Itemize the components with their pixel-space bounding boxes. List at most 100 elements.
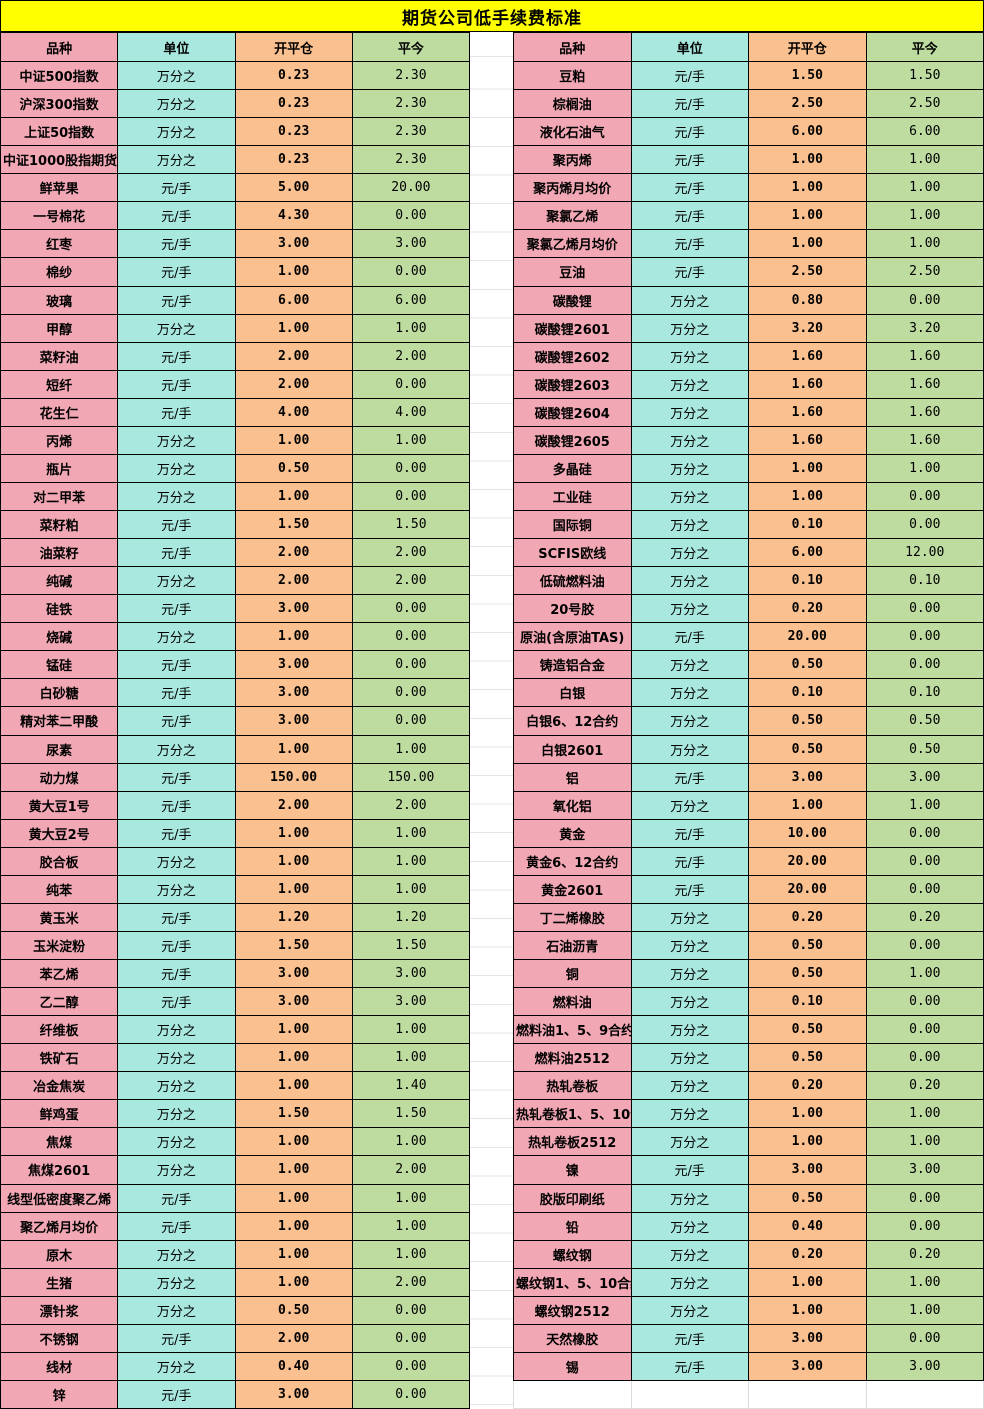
cell-unit[interactable]: 万分之 <box>630 1099 749 1129</box>
cell-variety[interactable]: 鲜苹果 <box>0 173 119 203</box>
cell-close-today[interactable]: 2.30 <box>351 60 471 91</box>
cell-variety[interactable]: 原木 <box>0 1239 119 1269</box>
cell-open-close[interactable]: 1.00 <box>234 818 353 848</box>
cell-close-today[interactable]: 2.00 <box>351 790 471 820</box>
cell-open-close[interactable]: 6.00 <box>234 285 353 315</box>
cell-variety[interactable]: 黄大豆1号 <box>0 790 119 820</box>
cell-open-close[interactable]: 20.00 <box>748 622 867 652</box>
cell-close-today[interactable]: 1.00 <box>865 229 984 259</box>
cell-close-today[interactable]: 3.00 <box>865 762 984 792</box>
cell-open-close[interactable]: 3.00 <box>748 1155 867 1185</box>
cell-unit[interactable]: 万分之 <box>630 538 749 568</box>
cell-unit[interactable]: 元/手 <box>117 958 236 989</box>
cell-unit[interactable]: 万分之 <box>630 987 749 1017</box>
cell-variety[interactable]: 纯碱 <box>0 566 119 596</box>
cell-open-close[interactable]: 0.50 <box>748 1183 867 1213</box>
cell-open-close[interactable]: 3.00 <box>234 706 353 736</box>
cell-unit[interactable]: 万分之 <box>117 1239 236 1269</box>
cell-unit[interactable]: 元/手 <box>117 987 236 1017</box>
cell-unit[interactable]: 万分之 <box>117 1015 236 1045</box>
cell-variety[interactable]: 玻璃 <box>0 285 119 315</box>
cell-unit[interactable]: 万分之 <box>117 481 236 512</box>
cell-open-close[interactable]: 2.50 <box>748 257 867 287</box>
cell-variety[interactable]: 碳酸锂2604 <box>513 397 632 427</box>
cell-variety[interactable]: 燃料油 <box>513 987 632 1017</box>
cell-unit[interactable]: 元/手 <box>117 902 236 932</box>
cell-unit[interactable]: 万分之 <box>630 425 749 455</box>
cell-open-close[interactable]: 1.20 <box>234 902 353 932</box>
cell-open-close[interactable]: 1.00 <box>234 1043 353 1073</box>
cell-open-close[interactable]: 6.00 <box>748 538 867 568</box>
cell-unit[interactable]: 万分之 <box>117 1071 236 1101</box>
cell-close-today[interactable]: 2.50 <box>865 257 984 287</box>
cell-variety[interactable]: 锌 <box>0 1379 119 1409</box>
cell-variety[interactable]: 黄玉米 <box>0 902 119 932</box>
cell-open-close[interactable]: 1.00 <box>234 257 353 287</box>
cell-unit[interactable]: 万分之 <box>117 60 236 91</box>
cell-unit[interactable]: 万分之 <box>117 1351 236 1381</box>
cell-variety[interactable]: 螺纹钢 <box>513 1239 632 1269</box>
cell-variety[interactable]: 热轧卷板1、5、10合约 <box>513 1099 632 1129</box>
cell-close-today[interactable]: 1.00 <box>865 958 984 989</box>
cell-close-today[interactable]: 2.30 <box>351 117 471 147</box>
cell-unit[interactable]: 元/手 <box>630 257 749 287</box>
cell-open-close[interactable]: 0.10 <box>748 678 867 708</box>
cell-close-today[interactable]: 0.00 <box>351 706 471 736</box>
cell-close-today[interactable]: 0.00 <box>351 650 471 680</box>
cell-variety[interactable]: 聚乙烯月均价 <box>0 1211 119 1241</box>
cell-variety[interactable]: 中证1000股指期货 <box>0 145 119 175</box>
cell-unit[interactable]: 万分之 <box>630 650 749 680</box>
cell-unit[interactable]: 万分之 <box>630 285 749 315</box>
empty-cell[interactable] <box>513 1379 632 1409</box>
cell-unit[interactable]: 元/手 <box>630 1155 749 1185</box>
cell-open-close[interactable]: 0.50 <box>234 1295 353 1325</box>
cell-open-close[interactable]: 1.00 <box>234 481 353 512</box>
cell-open-close[interactable]: 1.00 <box>748 481 867 512</box>
cell-close-today[interactable]: 1.00 <box>865 1099 984 1129</box>
cell-open-close[interactable]: 2.50 <box>748 89 867 119</box>
cell-close-today[interactable]: 0.00 <box>351 594 471 624</box>
cell-unit[interactable]: 万分之 <box>630 1239 749 1269</box>
cell-variety[interactable]: 菜籽粕 <box>0 509 119 540</box>
cell-close-today[interactable]: 2.00 <box>351 538 471 568</box>
cell-unit[interactable]: 元/手 <box>117 930 236 961</box>
cell-open-close[interactable]: 1.00 <box>234 874 353 904</box>
cell-unit[interactable]: 万分之 <box>117 1267 236 1297</box>
cell-close-today[interactable]: 2.00 <box>351 566 471 596</box>
cell-open-close[interactable]: 1.00 <box>234 1071 353 1101</box>
cell-unit[interactable]: 万分之 <box>117 453 236 483</box>
cell-close-today[interactable]: 0.00 <box>865 650 984 680</box>
cell-open-close[interactable]: 1.00 <box>234 622 353 652</box>
cell-unit[interactable]: 万分之 <box>630 678 749 708</box>
cell-open-close[interactable]: 20.00 <box>748 846 867 876</box>
cell-unit[interactable]: 万分之 <box>117 566 236 596</box>
header-variety[interactable]: 品种 <box>513 32 632 62</box>
header-variety[interactable]: 品种 <box>0 32 119 62</box>
cell-open-close[interactable]: 1.00 <box>748 173 867 203</box>
cell-close-today[interactable]: 1.50 <box>865 60 984 91</box>
cell-unit[interactable]: 万分之 <box>630 566 749 596</box>
cell-close-today[interactable]: 1.00 <box>865 145 984 175</box>
cell-close-today[interactable]: 1.00 <box>351 1127 471 1157</box>
cell-unit[interactable]: 元/手 <box>117 1211 236 1241</box>
cell-close-today[interactable]: 0.00 <box>865 1183 984 1213</box>
cell-unit[interactable]: 元/手 <box>117 1183 236 1213</box>
cell-unit[interactable]: 元/手 <box>117 594 236 624</box>
empty-cell[interactable] <box>865 1379 984 1409</box>
cell-open-close[interactable]: 1.50 <box>748 60 867 91</box>
cell-unit[interactable]: 万分之 <box>630 397 749 427</box>
cell-variety[interactable]: 黄大豆2号 <box>0 818 119 848</box>
cell-unit[interactable]: 万分之 <box>117 734 236 764</box>
cell-variety[interactable]: 原油(含原油TAS) <box>513 622 632 652</box>
cell-open-close[interactable]: 4.30 <box>234 201 353 231</box>
cell-open-close[interactable]: 0.10 <box>748 566 867 596</box>
cell-variety[interactable]: 线型低密度聚乙烯 <box>0 1183 119 1213</box>
cell-unit[interactable]: 元/手 <box>630 173 749 203</box>
cell-unit[interactable]: 元/手 <box>117 1323 236 1353</box>
cell-close-today[interactable]: 1.00 <box>865 453 984 483</box>
cell-variety[interactable]: 烧碱 <box>0 622 119 652</box>
cell-variety[interactable]: 黄金6、12合约 <box>513 846 632 876</box>
cell-variety[interactable]: 胶版印刷纸 <box>513 1183 632 1213</box>
cell-close-today[interactable]: 0.00 <box>865 818 984 848</box>
cell-open-close[interactable]: 0.23 <box>234 117 353 147</box>
